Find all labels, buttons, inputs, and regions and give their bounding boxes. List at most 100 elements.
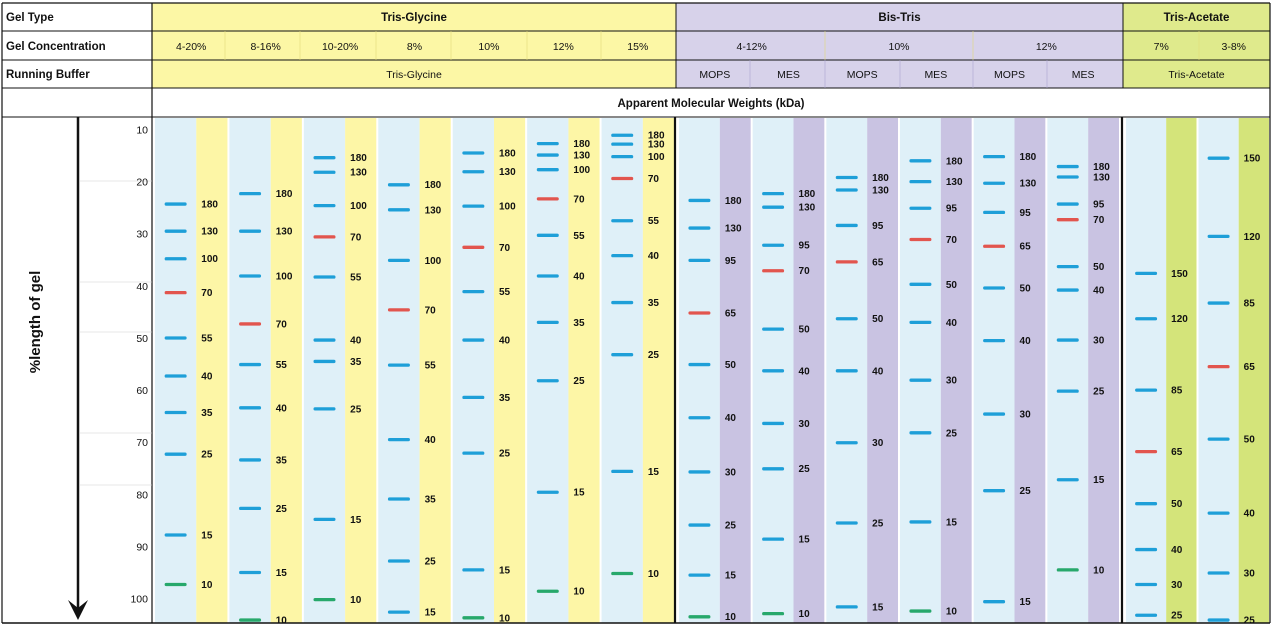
band-65kda — [1207, 365, 1230, 369]
lane-bg — [1198, 118, 1239, 623]
band-label: 25 — [648, 350, 660, 361]
band-15kda — [611, 469, 634, 474]
band-label: 25 — [350, 404, 362, 415]
y-tick-label: 70 — [136, 437, 148, 449]
gel-concentration-label: 4-20% — [176, 41, 206, 53]
row-label-gel-type: Gel Type — [6, 12, 54, 24]
band-label: 70 — [1093, 215, 1105, 226]
band-label: 65 — [872, 257, 884, 268]
band-130kda — [762, 205, 785, 209]
gel-concentration-label: 10% — [888, 41, 909, 53]
band-40kda — [1135, 547, 1158, 552]
band-100kda — [164, 257, 187, 261]
band-label: 25 — [425, 556, 437, 567]
band-35kda — [313, 359, 336, 364]
band-120kda — [1207, 234, 1230, 239]
band-50kda — [688, 362, 711, 367]
band-label: 50 — [1244, 435, 1256, 446]
band-30kda — [983, 412, 1006, 416]
band-label: 10 — [276, 616, 288, 626]
band-label: 180 — [499, 148, 516, 159]
band-label: 70 — [499, 243, 511, 254]
band-65kda — [983, 244, 1006, 248]
band-70kda — [387, 308, 410, 312]
band-label: 130 — [648, 140, 665, 151]
band-label: 130 — [725, 223, 742, 234]
band-label: 130 — [1093, 172, 1110, 183]
band-10kda — [762, 612, 785, 616]
band-label: 35 — [499, 393, 511, 404]
gel-type-tg: Tris-Glycine — [381, 12, 447, 24]
band-100kda — [387, 258, 410, 262]
band-label: 180 — [276, 189, 293, 200]
band-label: 150 — [1171, 269, 1188, 280]
band-120kda — [1135, 317, 1158, 321]
band-label: 25 — [799, 464, 811, 475]
band-label: 15 — [201, 530, 213, 541]
band-label: 180 — [425, 180, 442, 191]
band-40kda — [164, 374, 187, 378]
lane-bg — [601, 118, 643, 623]
bands-layer: 1801301007055403525151018013010070554035… — [164, 131, 1261, 626]
band-label: 40 — [799, 366, 811, 377]
band-180kda — [462, 151, 485, 155]
lane-label-bg — [345, 118, 377, 623]
band-label: 95 — [1093, 200, 1105, 211]
band-label: 100 — [499, 202, 516, 213]
band-label: 25 — [201, 450, 213, 461]
band-40kda — [983, 338, 1006, 343]
band-10kda — [462, 616, 485, 620]
y-tick-label: 60 — [136, 385, 148, 397]
band-label: 95 — [946, 204, 958, 215]
band-65kda — [1135, 449, 1158, 454]
band-130kda — [387, 208, 410, 212]
lane-bg — [679, 118, 720, 623]
lane-label-bg — [419, 118, 451, 623]
band-label: 15 — [276, 568, 288, 579]
band-label: 10 — [725, 612, 737, 623]
band-label: 15 — [573, 488, 585, 499]
band-70kda — [762, 269, 785, 273]
header-bg-bt — [676, 3, 1123, 88]
band-25kda — [1056, 389, 1079, 393]
band-label: 30 — [799, 419, 811, 430]
band-label: 70 — [648, 174, 660, 185]
lane-bg — [900, 118, 941, 623]
running-buffer-label: MES — [1072, 69, 1095, 81]
gel-concentration-label: 7% — [1154, 41, 1169, 53]
band-180kda — [239, 191, 262, 196]
running-buffer-label: MOPS — [699, 69, 730, 81]
band-180kda — [1056, 164, 1079, 169]
band-label: 70 — [573, 194, 585, 205]
band-35kda — [462, 395, 485, 400]
band-label: 95 — [872, 221, 884, 232]
band-15kda — [762, 537, 785, 541]
band-label: 100 — [573, 165, 590, 176]
band-label: 10 — [648, 569, 660, 580]
band-100kda — [536, 168, 559, 172]
band-label: 95 — [725, 256, 737, 267]
band-label: 40 — [872, 366, 884, 377]
band-15kda — [164, 533, 187, 537]
gel-type-ta: Tris-Acetate — [1164, 12, 1230, 24]
band-180kda — [762, 191, 785, 196]
band-label: 15 — [725, 571, 737, 582]
band-40kda — [762, 369, 785, 373]
band-10kda — [1056, 568, 1079, 572]
band-30kda — [688, 470, 711, 474]
row-label-running-buffer: Running Buffer — [6, 69, 90, 81]
band-25kda — [835, 521, 858, 525]
band-30kda — [762, 421, 785, 426]
band-95kda — [688, 258, 711, 262]
band-130kda — [164, 229, 187, 233]
band-label: 50 — [1093, 262, 1105, 273]
band-40kda — [387, 437, 410, 442]
band-55kda — [313, 275, 336, 279]
gel-concentration-label: 3-8% — [1221, 41, 1246, 53]
lane-label-bg — [1166, 118, 1197, 623]
band-label: 50 — [1020, 283, 1032, 294]
band-50kda — [983, 286, 1006, 290]
band-15kda — [536, 490, 559, 494]
header-bg-tg — [152, 3, 676, 88]
